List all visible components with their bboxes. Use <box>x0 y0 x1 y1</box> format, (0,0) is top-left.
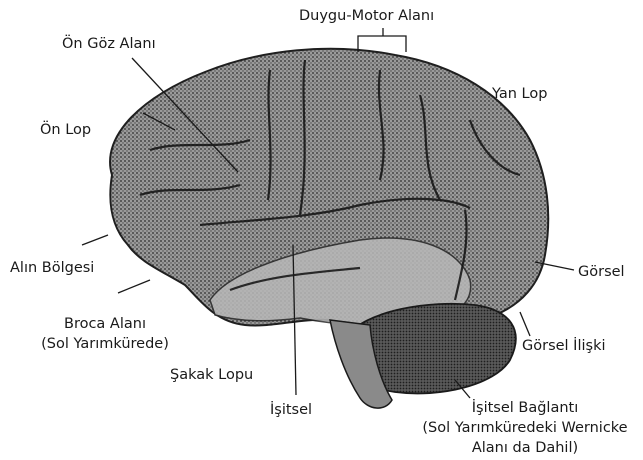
label-visual-area: Görsel <box>578 262 625 282</box>
label-visual-association: Görsel İlişki <box>522 336 606 356</box>
label-broca-area: Broca Alanı (Sol Yarımkürede) <box>30 314 180 354</box>
label-auditory-assoc-line3: Alanı da Dahil) <box>410 438 640 458</box>
label-broca-line1: Broca Alanı <box>30 314 180 334</box>
label-auditory-association: İşitsel Bağlantı (Sol Yarımküredeki Wern… <box>410 398 640 458</box>
label-parietal-lobe: Yan Lop <box>492 84 547 104</box>
label-auditory-assoc-line2: (Sol Yarımküredeki Wernicke <box>410 418 640 438</box>
label-auditory-area: İşitsel <box>270 400 312 420</box>
label-broca-line2: (Sol Yarımkürede) <box>30 334 180 354</box>
label-auditory-assoc-line1: İşitsel Bağlantı <box>410 398 640 418</box>
label-frontal-lobe: Ön Lop <box>40 120 91 140</box>
label-frontal-eye-field: Ön Göz Alanı <box>62 34 156 54</box>
label-temporal-lobe: Şakak Lopu <box>170 365 253 385</box>
label-sensory-motor-area: Duygu-Motor Alanı <box>299 6 434 26</box>
label-prefrontal-area: Alın Bölgesi <box>10 258 94 278</box>
